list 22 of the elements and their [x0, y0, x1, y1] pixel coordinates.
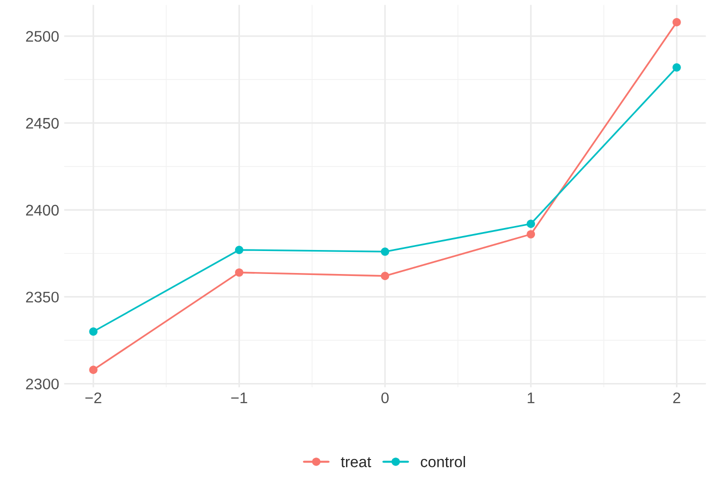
y-tick-label: 2400 [26, 204, 59, 216]
legend-label: treat [340, 457, 372, 468]
point [380, 272, 390, 280]
x-tick-label: −2 [85, 392, 102, 404]
y-tick-label: 2350 [26, 292, 59, 303]
y-tick-label: 2450 [26, 118, 59, 129]
x-tick-label: 1 [528, 392, 534, 404]
x-tick-label: −1 [231, 392, 248, 404]
point [672, 18, 681, 26]
x-tick-label: 0 [381, 392, 389, 404]
legend-label: control [420, 456, 465, 468]
point [89, 366, 98, 374]
point [89, 327, 98, 336]
point [235, 268, 244, 277]
point [380, 247, 390, 256]
point [235, 246, 244, 254]
point [526, 220, 536, 228]
x-tick-label: 2 [673, 392, 680, 404]
y-tick-label: 2500 [26, 30, 59, 42]
point [526, 230, 536, 238]
y-tick-label: 2300 [26, 378, 59, 390]
point [672, 63, 681, 72]
